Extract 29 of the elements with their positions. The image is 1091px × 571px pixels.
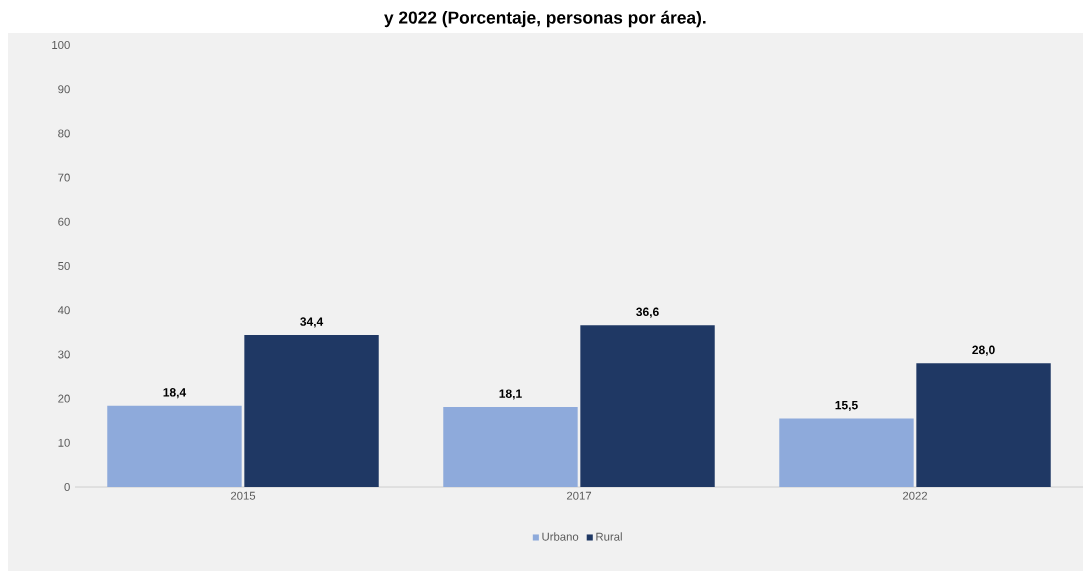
y-tick-label: 70 bbox=[58, 173, 70, 182]
bar bbox=[580, 325, 715, 487]
x-tick-label: 2015 bbox=[230, 491, 256, 500]
data-label: 18,4 bbox=[163, 388, 187, 399]
legend-label: Rural bbox=[596, 532, 622, 541]
bar bbox=[107, 405, 242, 487]
data-label: 36,6 bbox=[636, 307, 659, 318]
y-tick-label: 80 bbox=[58, 129, 70, 138]
bar bbox=[244, 334, 379, 487]
y-tick-label: 10 bbox=[58, 438, 70, 447]
bar bbox=[779, 418, 914, 487]
legend-label: Urbano bbox=[542, 532, 579, 541]
data-label: 34,4 bbox=[300, 317, 324, 328]
y-tick-label: 0 bbox=[64, 483, 70, 492]
chart-title: y 2022 (Porcentaje, personas por área). bbox=[384, 10, 706, 28]
y-tick-label: 30 bbox=[58, 350, 70, 359]
y-tick-label: 60 bbox=[58, 217, 70, 226]
bar bbox=[916, 363, 1051, 487]
y-tick-label: 40 bbox=[57, 306, 70, 315]
y-tick-label: 100 bbox=[52, 40, 70, 49]
x-tick-label: 2017 bbox=[566, 491, 592, 500]
y-tick-label: 20 bbox=[58, 394, 70, 403]
data-label: 28,0 bbox=[972, 345, 995, 356]
data-label: 18,1 bbox=[499, 389, 522, 400]
y-tick-label: 90 bbox=[58, 85, 70, 94]
bar bbox=[443, 406, 578, 487]
data-label: 15,5 bbox=[835, 400, 858, 412]
x-tick-label: 2022 bbox=[902, 491, 928, 500]
y-tick-label: 50 bbox=[58, 261, 70, 270]
